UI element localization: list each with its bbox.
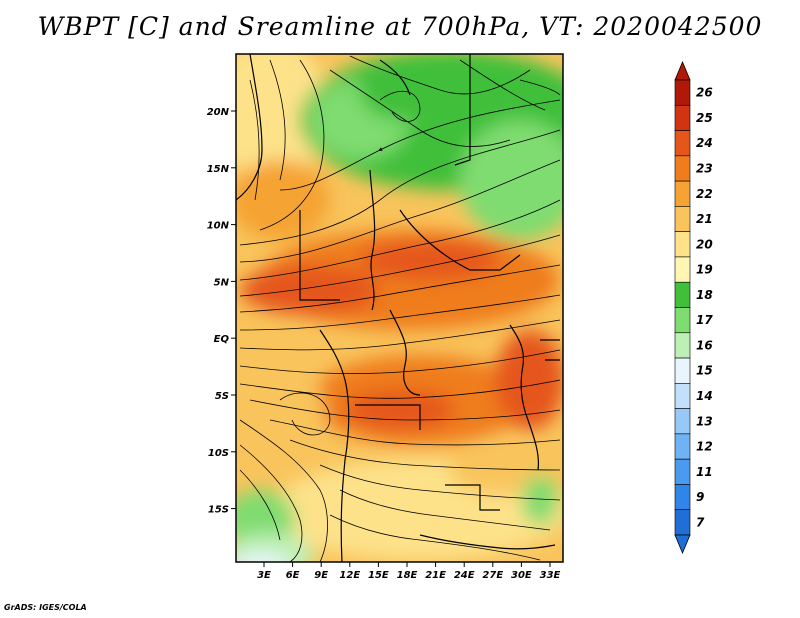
wbpt-field: [236, 54, 563, 562]
colorbar-label: 24: [696, 136, 713, 150]
colorbar-swatch: [674, 256, 691, 283]
colorbar-label: 7: [696, 515, 705, 529]
colorbar-top-arrow: [674, 60, 691, 81]
lat-label: 5S: [215, 391, 229, 402]
colorbar-swatch: [674, 79, 691, 106]
colorbar-swatch: [674, 509, 691, 536]
colorbar-swatch: [674, 408, 691, 435]
colorbar-label: 17: [696, 313, 713, 327]
colorbar-label: 23: [696, 161, 713, 175]
colorbar-swatch: [674, 206, 691, 232]
field-paleblue-sw: [236, 553, 290, 562]
lon-label: 9E: [314, 570, 328, 581]
colorbar-swatch: [674, 357, 691, 384]
lon-label: 33E: [540, 570, 561, 581]
colorbar-label: 11: [696, 465, 713, 479]
lat-label: EQ: [214, 334, 230, 345]
colorbar-label: 18: [696, 288, 713, 302]
chart-title: WBPT [C] and Sreamline at 700hPa, VT: 20…: [37, 12, 763, 41]
lon-label: 3E: [257, 570, 271, 581]
colorbar-label: 26: [696, 86, 713, 100]
colorbar-label: 25: [696, 111, 713, 125]
colorbar-label: 20: [696, 237, 713, 251]
longitude-axis: 3E 6E 9E 12E 15E 18E 21E 24E 27E 30E 33E: [257, 562, 561, 581]
lon-label: 6E: [286, 570, 300, 581]
credit-label: GrADS: IGES/COLA: [4, 603, 87, 612]
colorbar-swatch: [674, 104, 691, 131]
lon-label: 15E: [368, 570, 389, 581]
field-lightgreen-e: [460, 120, 563, 240]
colorbar-swatch: [674, 307, 691, 334]
field-deeporange-2: [360, 240, 500, 280]
colorbar-swatch: [674, 383, 691, 409]
colorbar-swatch: [674, 281, 691, 308]
field-lightorange-w: [236, 370, 325, 450]
field-deeporange-4: [345, 390, 455, 430]
lat-label: 20N: [207, 107, 230, 118]
colorbar-swatch: [674, 130, 691, 157]
colorbar-label: 14: [696, 389, 713, 403]
lon-label: 24E: [454, 570, 475, 581]
streamlines: [239, 55, 561, 562]
colorbar-label: 16: [696, 338, 713, 352]
field-green-core: [360, 60, 440, 120]
field-deeporange-3: [495, 330, 563, 430]
colorbar-swatch: [674, 231, 691, 258]
map-frame: [235, 53, 564, 563]
colorbar-label: 12: [696, 440, 713, 454]
colorbar-label: 13: [696, 414, 713, 428]
colorbar-swatch: [674, 458, 691, 485]
colorbar: 26 25 24 23 22 21 20 19 18 17 16 15 14 13 12 11 9 7: [674, 60, 713, 555]
colorbar-bottom-arrow: [674, 534, 691, 555]
colorbar-swatch: [674, 332, 691, 359]
lon-label: 12E: [339, 570, 360, 581]
lon-label: 30E: [511, 570, 532, 581]
lat-label: 15S: [208, 505, 229, 516]
colorbar-swatch: [674, 180, 691, 207]
field-lightorange-se: [450, 445, 550, 495]
colorbar-label: 15: [696, 364, 713, 378]
colorbar-swatch: [674, 155, 691, 182]
lat-label: 10N: [207, 221, 230, 232]
field-green-se: [522, 475, 558, 525]
lat-label: 5N: [214, 277, 230, 288]
colorbar-swatch: [674, 433, 691, 460]
lat-label: 15N: [207, 164, 230, 175]
lon-label: 21E: [425, 570, 446, 581]
coast-borders: [236, 54, 560, 562]
field-deeporange-1: [240, 265, 380, 315]
lon-label: 18E: [397, 570, 418, 581]
lat-label: 10S: [208, 448, 229, 459]
lon-label: 27E: [482, 570, 503, 581]
colorbar-label: 9: [696, 490, 704, 504]
colorbar-swatch: [674, 484, 691, 511]
colorbar-label: 22: [696, 187, 713, 201]
colorbar-label: 21: [696, 212, 713, 226]
latitude-axis: 20N 15N 10N 5N EQ 5S 10S 15S: [207, 107, 236, 516]
field-midorange-w: [236, 160, 330, 240]
colorbar-label: 19: [696, 263, 713, 277]
